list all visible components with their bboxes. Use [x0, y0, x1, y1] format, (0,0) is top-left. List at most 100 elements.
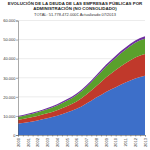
y-tick-mark	[16, 21, 18, 22]
x-tick	[121, 135, 122, 137]
x-tick-label: 2004	[55, 137, 60, 147]
y-tick-label: 40.000	[3, 56, 16, 61]
x-tick	[42, 135, 43, 137]
x-tick-mark	[91, 135, 92, 137]
x-tick	[33, 135, 34, 137]
x-tick-label: 2006	[74, 137, 79, 147]
y-tick: 40.000	[3, 56, 18, 61]
x-tick-mark	[23, 135, 24, 137]
x-tick-mark	[18, 135, 19, 137]
x-tick-label: 2008	[94, 137, 99, 147]
y-tick-mark	[16, 97, 18, 98]
chart: EVOLUCIÓN DE LA DEUDA DE LAS EMPRESAS PÚ…	[0, 0, 150, 150]
x-tick: 2000	[16, 135, 21, 147]
y-axis: 0 10.000 20.000 30.000 40.000 50.000 60.000	[3, 18, 18, 138]
x-tick-label: 2012	[133, 137, 138, 147]
x-tick	[91, 135, 92, 137]
x-tick-mark	[57, 135, 58, 137]
y-tick-mark	[16, 59, 18, 60]
x-tick-mark	[125, 135, 126, 137]
x-tick-mark	[86, 135, 87, 137]
x-tick-label: 2003	[45, 137, 50, 147]
grid	[18, 21, 145, 136]
y-tick: 50.000	[3, 37, 18, 42]
y-tick-mark	[16, 135, 18, 136]
x-tick-label: 2011	[123, 137, 128, 146]
y-axis-line	[16, 21, 19, 136]
x-tick: 2013	[143, 135, 148, 147]
y-tick-mark	[16, 78, 18, 79]
x-tick-label: 2007	[84, 137, 89, 147]
y-tick: 60.000	[3, 18, 18, 23]
x-tick-label: 2001	[26, 137, 31, 147]
x-tick: 2008	[94, 135, 99, 147]
y-tick-label: 50.000	[3, 37, 16, 42]
title: EVOLUCIÓN DE LA DEUDA DE LAS EMPRESAS PÚ…	[8, 1, 143, 11]
subtitle: TOTAL: 51.778.472.000€ Actualizado 07/20…	[34, 12, 117, 17]
x-tick-mark	[111, 135, 112, 137]
x-tick-mark	[42, 135, 43, 137]
y-tick: 10.000	[3, 114, 18, 119]
plot: 0 10.000 20.000 30.000 40.000 50.000 60.000 200…	[3, 18, 148, 147]
y-tick-label: 30.000	[3, 76, 16, 81]
x-tick-mark	[82, 135, 83, 137]
x-tick: 2006	[74, 135, 79, 147]
y-tick-label: 60.000	[3, 18, 16, 23]
x-tick-mark	[33, 135, 34, 137]
x-tick-mark	[135, 135, 136, 137]
x-tick-mark	[47, 135, 48, 137]
x-tick	[72, 135, 73, 137]
background	[0, 0, 150, 150]
y-tick: 20.000	[3, 95, 18, 100]
areas	[18, 36, 145, 135]
grid-line	[18, 20, 145, 21]
x-tick: 2002	[35, 135, 40, 147]
y-tick-label: 10.000	[3, 114, 16, 119]
x-tick-mark	[72, 135, 73, 137]
x-tick-mark	[38, 135, 39, 137]
x-tick	[101, 135, 102, 137]
x-tick: 2011	[123, 135, 128, 147]
x-tick: 2003	[45, 135, 50, 147]
x-tick: 2005	[65, 135, 70, 147]
grid-line	[18, 39, 145, 40]
x-tick	[111, 135, 112, 137]
x-tick	[52, 135, 53, 137]
area	[18, 36, 145, 117]
x-tick: 2001	[26, 135, 31, 147]
x-tick-mark	[28, 135, 29, 137]
x-tick: 2004	[55, 135, 60, 147]
x-tick-mark	[96, 135, 97, 137]
x-tick-mark	[130, 135, 131, 137]
x-tick	[82, 135, 83, 137]
y-tick-mark	[16, 116, 18, 117]
x-tick	[23, 135, 24, 137]
x-tick: 2007	[84, 135, 89, 147]
x-tick-mark	[121, 135, 122, 137]
x-tick-mark	[62, 135, 63, 137]
y-tick: 0	[13, 133, 18, 138]
y-tick-mark	[16, 40, 18, 41]
x-tick-label: 2000	[16, 137, 21, 147]
x-tick: 2009	[104, 135, 109, 147]
x-tick: 2010	[113, 135, 118, 147]
x-tick-label: 2002	[35, 137, 40, 147]
x-tick-label: 2009	[104, 137, 109, 147]
x-tick-mark	[101, 135, 102, 137]
x-tick-label: 2010	[113, 137, 118, 147]
x-tick-label: 2013	[143, 137, 148, 147]
y-tick-label: 20.000	[3, 95, 16, 100]
x-tick	[130, 135, 131, 137]
x-tick: 2012	[133, 135, 138, 147]
y-tick: 30.000	[3, 76, 18, 81]
x-tick-mark	[106, 135, 107, 137]
x-tick-mark	[140, 135, 141, 137]
x-axis-line	[19, 136, 146, 137]
area	[18, 39, 145, 120]
x-tick-mark	[145, 135, 146, 137]
x-tick	[62, 135, 63, 137]
x-tick-mark	[52, 135, 53, 137]
y-tick-label: 0	[13, 133, 16, 138]
x-tick	[140, 135, 141, 137]
x-tick-mark	[77, 135, 78, 137]
